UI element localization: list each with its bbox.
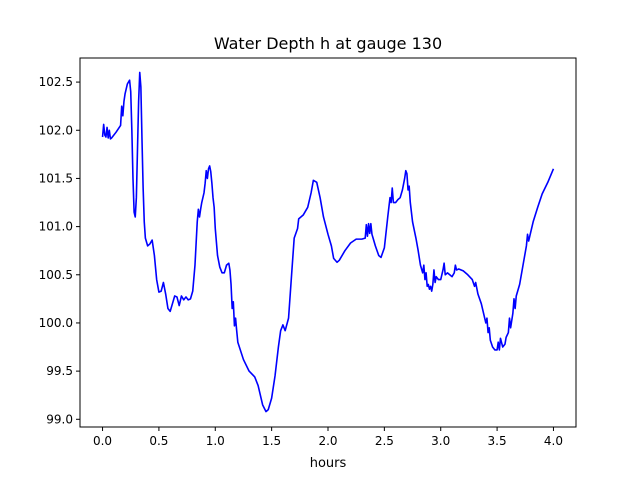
y-tick-label: 102.0	[39, 123, 73, 137]
series-line-1	[101, 71, 555, 413]
x-tick-label: 2.5	[375, 434, 394, 448]
x-tick-label: 2.0	[318, 434, 337, 448]
y-tick-label: 99.0	[46, 412, 73, 426]
y-tick-label: 102.5	[39, 75, 73, 89]
x-tick-label: 4.0	[544, 434, 563, 448]
x-tick-label: 0.5	[149, 434, 168, 448]
x-tick-label: 3.5	[488, 434, 507, 448]
x-tick-label: 3.0	[431, 434, 450, 448]
y-tick-label: 101.0	[39, 220, 73, 234]
x-tick-label: 1.5	[262, 434, 281, 448]
chart-title: Water Depth h at gauge 130	[214, 34, 442, 53]
x-tick-label: 0.0	[93, 434, 112, 448]
y-tick-label: 100.5	[39, 268, 73, 282]
x-tick-label: 1.0	[206, 434, 225, 448]
y-tick-label: 99.5	[46, 364, 73, 378]
y-tick-label: 101.5	[39, 171, 73, 185]
axis-ticks: 0.0 0.5 1.0 1.5 2.0 2.5 3.0 3.5 4.0 99.0 99.5 100.0…	[39, 75, 563, 448]
plot-frame	[79, 57, 577, 428]
x-axis-label: hours	[310, 456, 347, 471]
plot-layer	[101, 71, 555, 413]
y-tick-label: 100.0	[39, 316, 73, 330]
